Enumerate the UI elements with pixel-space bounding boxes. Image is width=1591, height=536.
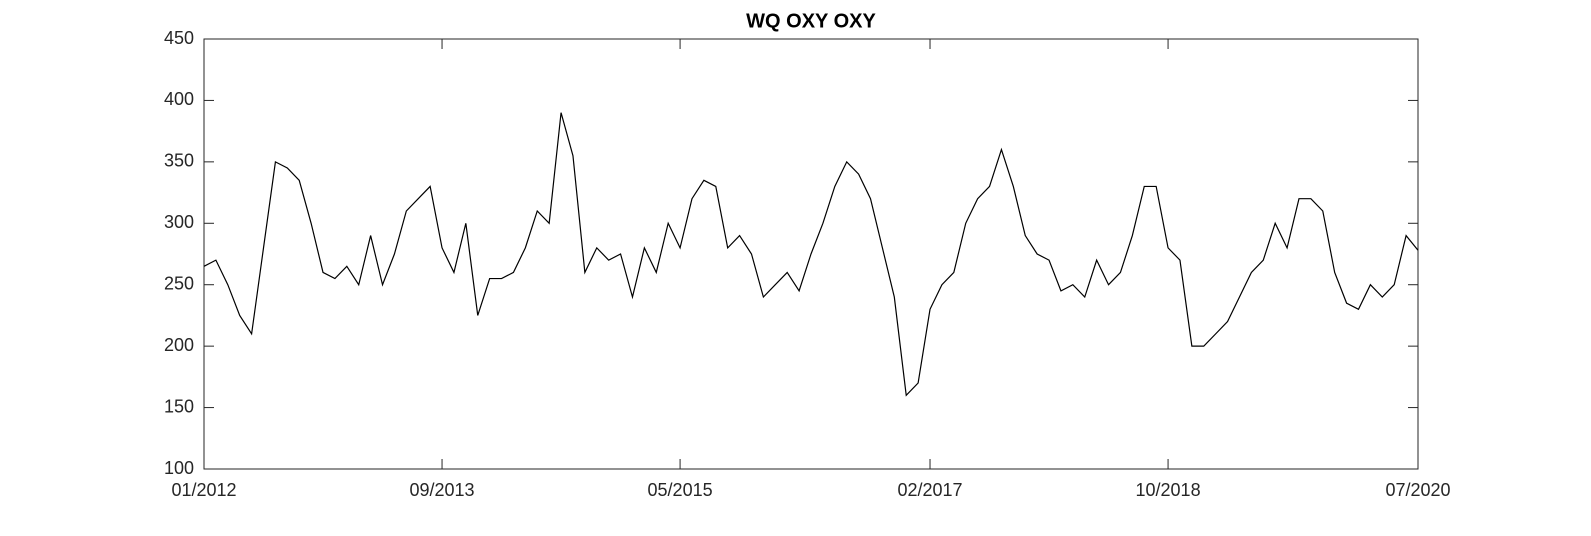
y-tick-label: 350 <box>164 151 194 171</box>
y-tick-label: 100 <box>164 458 194 478</box>
y-tick-label: 250 <box>164 273 194 293</box>
x-tick-label: 09/2013 <box>410 480 475 500</box>
x-tick-label: 05/2015 <box>648 480 713 500</box>
plot-frame <box>203 38 1419 470</box>
x-tick-label: 02/2017 <box>897 480 962 500</box>
x-tick-label: 01/2012 <box>171 480 236 500</box>
y-tick-label: 200 <box>164 335 194 355</box>
y-tick-label: 400 <box>164 89 194 109</box>
y-tick-label: 300 <box>164 212 194 232</box>
chart-title: WQ OXY OXY <box>746 10 876 32</box>
data-line <box>203 112 1419 397</box>
y-tick-label: 150 <box>164 396 194 416</box>
x-tick-label: 10/2018 <box>1136 480 1201 500</box>
x-tick-label: 07/2020 <box>1385 480 1450 500</box>
y-tick-label: 450 <box>164 28 194 48</box>
